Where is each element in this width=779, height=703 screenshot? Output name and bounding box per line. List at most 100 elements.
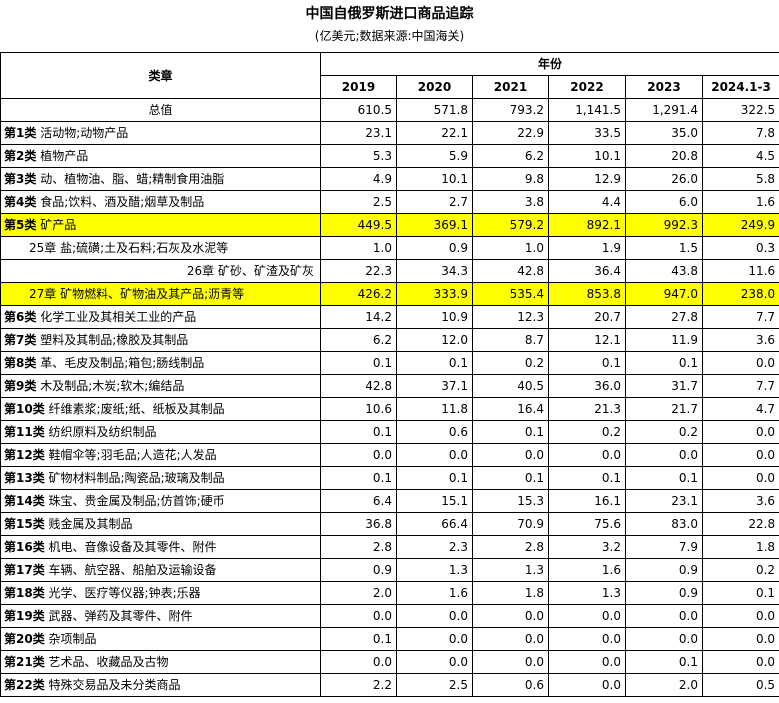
row-name: 武器、弹药及其零件、附件 bbox=[48, 609, 193, 623]
value-cell: 0.2 bbox=[625, 420, 703, 444]
class-number: 第13类 bbox=[4, 471, 45, 485]
value-cell: 10.9 bbox=[396, 305, 473, 329]
value-cell: 0.9 bbox=[396, 236, 473, 260]
row-label: 第4类 食品;饮料、酒及醋;烟草及制品 bbox=[0, 190, 321, 214]
row-label: 总值 bbox=[0, 98, 321, 122]
row-name: 植物产品 bbox=[40, 149, 89, 163]
row-name: 矿物材料制品;陶瓷品;玻璃及制品 bbox=[48, 471, 225, 485]
table-row: 26章 矿砂、矿渣及矿灰 22.3 34.3 42.8 36.4 43.8 11.6 bbox=[0, 259, 779, 283]
class-number: 第11类 bbox=[4, 425, 45, 439]
value-cell: 0.0 bbox=[396, 604, 473, 628]
class-number: 第22类 bbox=[4, 678, 45, 692]
value-cell: 9.8 bbox=[472, 167, 549, 191]
value-cell: 3.2 bbox=[548, 535, 626, 559]
year-header: 2021 bbox=[472, 75, 549, 99]
row-name: 总值 bbox=[148, 103, 173, 117]
value-cell: 333.9 bbox=[396, 282, 473, 306]
value-cell: 992.3 bbox=[625, 213, 703, 237]
class-number: 第16类 bbox=[4, 540, 45, 554]
value-cell: 31.7 bbox=[625, 374, 703, 398]
value-cell: 2.0 bbox=[625, 673, 703, 697]
value-cell: 0.0 bbox=[548, 443, 626, 467]
row-label: 26章 矿砂、矿渣及矿灰 bbox=[0, 259, 321, 283]
value-cell: 12.3 bbox=[472, 305, 549, 329]
class-number: 第18类 bbox=[4, 586, 45, 600]
table-row: 第18类 光学、医疗等仪器;钟表;乐器 2.0 1.6 1.8 1.3 0.9 0.1 bbox=[0, 581, 779, 605]
table-row: 第6类 化学工业及其相关工业的产品 14.2 10.9 12.3 20.7 27.8 7.7 bbox=[0, 305, 779, 329]
value-cell: 15.3 bbox=[472, 489, 549, 513]
year-header: 2024.1-3 bbox=[701, 75, 779, 99]
value-cell: 7.9 bbox=[625, 535, 703, 559]
value-cell: 1,291.4 bbox=[625, 98, 703, 122]
value-cell: 571.8 bbox=[396, 98, 473, 122]
row-name: 食品;饮料、酒及醋;烟草及制品 bbox=[40, 195, 205, 209]
class-number: 第19类 bbox=[4, 609, 45, 623]
table-row: 第11类 纺织原料及纺织制品 0.1 0.6 0.1 0.2 0.2 0.0 bbox=[0, 420, 779, 444]
row-label: 27章 矿物燃料、矿物油及其产品;沥青等 bbox=[0, 282, 321, 306]
row-label: 第20类 杂项制品 bbox=[0, 627, 321, 651]
value-cell: 21.3 bbox=[548, 397, 626, 421]
value-cell: 0.5 bbox=[701, 673, 779, 697]
value-cell: 0.0 bbox=[701, 466, 779, 490]
class-number: 第20类 bbox=[4, 632, 45, 646]
value-cell: 4.5 bbox=[701, 144, 779, 168]
value-cell: 10.6 bbox=[320, 397, 397, 421]
value-cell: 16.1 bbox=[548, 489, 626, 513]
value-cell: 0.1 bbox=[625, 650, 703, 674]
value-cell: 0.0 bbox=[625, 443, 703, 467]
row-label: 第16类 机电、音像设备及其零件、附件 bbox=[0, 535, 321, 559]
value-cell: 0.6 bbox=[396, 420, 473, 444]
table-row: 第14类 珠宝、贵金属及制品;仿首饰;硬币 6.4 15.1 15.3 16.1 23.1… bbox=[0, 489, 779, 513]
year-header: 2023 bbox=[625, 75, 703, 99]
row-name: 纤维素浆;废纸;纸、纸板及其制品 bbox=[48, 402, 225, 416]
value-cell: 0.9 bbox=[320, 558, 397, 582]
value-cell: 0.1 bbox=[625, 351, 703, 375]
value-cell: 0.6 bbox=[472, 673, 549, 697]
value-cell: 369.1 bbox=[396, 213, 473, 237]
value-cell: 11.8 bbox=[396, 397, 473, 421]
row-label: 第11类 纺织原料及纺织制品 bbox=[0, 420, 321, 444]
value-cell: 2.8 bbox=[472, 535, 549, 559]
value-cell: 6.4 bbox=[320, 489, 397, 513]
value-cell: 70.9 bbox=[472, 512, 549, 536]
year-header: 2022 bbox=[548, 75, 626, 99]
row-name: 革、毛皮及制品;箱包;肠线制品 bbox=[40, 356, 205, 370]
value-cell: 8.7 bbox=[472, 328, 549, 352]
value-cell: 0.1 bbox=[320, 351, 397, 375]
value-cell: 3.6 bbox=[701, 328, 779, 352]
value-cell: 26.0 bbox=[625, 167, 703, 191]
value-cell: 83.0 bbox=[625, 512, 703, 536]
table-row: 第8类 革、毛皮及制品;箱包;肠线制品 0.1 0.1 0.2 0.1 0.1 0.0 bbox=[0, 351, 779, 375]
value-cell: 34.3 bbox=[396, 259, 473, 283]
value-cell: 23.1 bbox=[320, 121, 397, 145]
value-cell: 12.1 bbox=[548, 328, 626, 352]
table-row: 第3类 动、植物油、脂、蜡;精制食用油脂 4.9 10.1 9.8 12.9 26.0 5.… bbox=[0, 167, 779, 191]
value-cell: 4.4 bbox=[548, 190, 626, 214]
import-table: 类章 年份 2019 2020 2021 2022 2023 2024.1-3 … bbox=[0, 52, 779, 697]
value-cell: 0.0 bbox=[548, 673, 626, 697]
class-number: 第21类 bbox=[4, 655, 45, 669]
value-cell: 11.9 bbox=[625, 328, 703, 352]
value-cell: 0.0 bbox=[548, 627, 626, 651]
value-cell: 0.0 bbox=[701, 351, 779, 375]
value-cell: 947.0 bbox=[625, 282, 703, 306]
value-cell: 20.7 bbox=[548, 305, 626, 329]
class-number: 第1类 bbox=[4, 126, 37, 140]
value-cell: 1.3 bbox=[396, 558, 473, 582]
value-cell: 426.2 bbox=[320, 282, 397, 306]
value-cell: 0.0 bbox=[625, 604, 703, 628]
table-row: 第15类 贱金属及其制品 36.8 66.4 70.9 75.6 83.0 22.8 bbox=[0, 512, 779, 536]
page-subtitle: (亿美元;数据来源:中国海关) bbox=[314, 29, 465, 43]
class-number: 第4类 bbox=[4, 195, 37, 209]
value-cell: 0.0 bbox=[472, 443, 549, 467]
value-cell: 36.0 bbox=[548, 374, 626, 398]
value-cell: 4.9 bbox=[320, 167, 397, 191]
row-label: 第14类 珠宝、贵金属及制品;仿首饰;硬币 bbox=[0, 489, 321, 513]
value-cell: 27.8 bbox=[625, 305, 703, 329]
table-row: 第13类 矿物材料制品;陶瓷品;玻璃及制品 0.1 0.1 0.1 0.1 0.1 0.0 bbox=[0, 466, 779, 490]
value-cell: 610.5 bbox=[320, 98, 397, 122]
value-cell: 43.8 bbox=[625, 259, 703, 283]
value-cell: 0.0 bbox=[396, 650, 473, 674]
value-cell: 0.1 bbox=[701, 581, 779, 605]
table-row: 第16类 机电、音像设备及其零件、附件 2.8 2.3 2.8 3.2 7.9 1.8 bbox=[0, 535, 779, 559]
